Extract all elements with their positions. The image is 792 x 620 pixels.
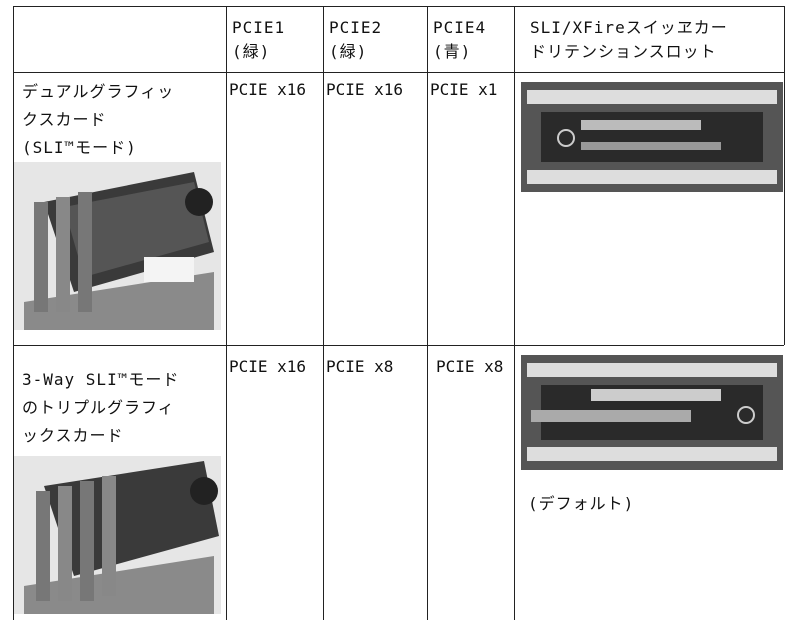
header-line: PCIE1 bbox=[232, 18, 286, 37]
rule bbox=[226, 6, 227, 620]
header-cell: SLI/XFireスイッヱカー ドリテンションスロット bbox=[530, 16, 728, 64]
label-line: クスカード bbox=[22, 110, 107, 129]
rule bbox=[13, 72, 784, 73]
row-label: デュアルグラフィッ クスカード (SLI™モード) bbox=[22, 78, 174, 162]
label-line: 3-Way SLI™モード bbox=[22, 370, 180, 389]
header-cell: PCIE1 (緑) bbox=[232, 16, 285, 64]
header-line: ドリテンションスロット bbox=[530, 42, 717, 61]
row-label: 3-Way SLI™モード のトリプルグラフィ ックスカード bbox=[22, 366, 179, 450]
rule bbox=[323, 6, 324, 620]
switch-card-photo bbox=[521, 82, 783, 192]
header-line: PCIE4 bbox=[433, 18, 487, 37]
cell: PCIE x8 bbox=[436, 357, 504, 376]
label-line: デュアルグラフィッ bbox=[22, 82, 175, 101]
header-line: PCIE2 bbox=[329, 18, 383, 37]
rule bbox=[427, 6, 428, 620]
header-cell: PCIE2 (緑) bbox=[329, 16, 382, 64]
cell: PCIE x1 bbox=[430, 80, 498, 99]
switch-card-photo bbox=[521, 355, 783, 470]
cell: PCIE x8 bbox=[326, 357, 394, 376]
cell: PCIE x16 bbox=[326, 80, 404, 99]
header-line: (緑) bbox=[232, 42, 271, 61]
rule bbox=[13, 6, 784, 7]
rule bbox=[514, 6, 515, 620]
cell: PCIE x16 bbox=[229, 357, 307, 376]
header-line: (緑) bbox=[329, 42, 368, 61]
cell: PCIE x16 bbox=[229, 80, 307, 99]
header-cell: PCIE4 (青) bbox=[433, 16, 486, 64]
header-line: (青) bbox=[433, 42, 472, 61]
graphics-card-photo bbox=[14, 456, 221, 614]
rule bbox=[13, 345, 784, 346]
label-line: ックスカード bbox=[22, 426, 124, 445]
header-line: SLI/XFireスイッヱカー bbox=[530, 18, 728, 37]
rule bbox=[784, 6, 785, 345]
rule bbox=[13, 6, 14, 620]
label-line: (SLI™モード) bbox=[22, 138, 137, 157]
graphics-card-photo bbox=[14, 162, 221, 330]
note: (デフォルト) bbox=[528, 494, 635, 513]
label-line: のトリプルグラフィ bbox=[22, 398, 175, 417]
